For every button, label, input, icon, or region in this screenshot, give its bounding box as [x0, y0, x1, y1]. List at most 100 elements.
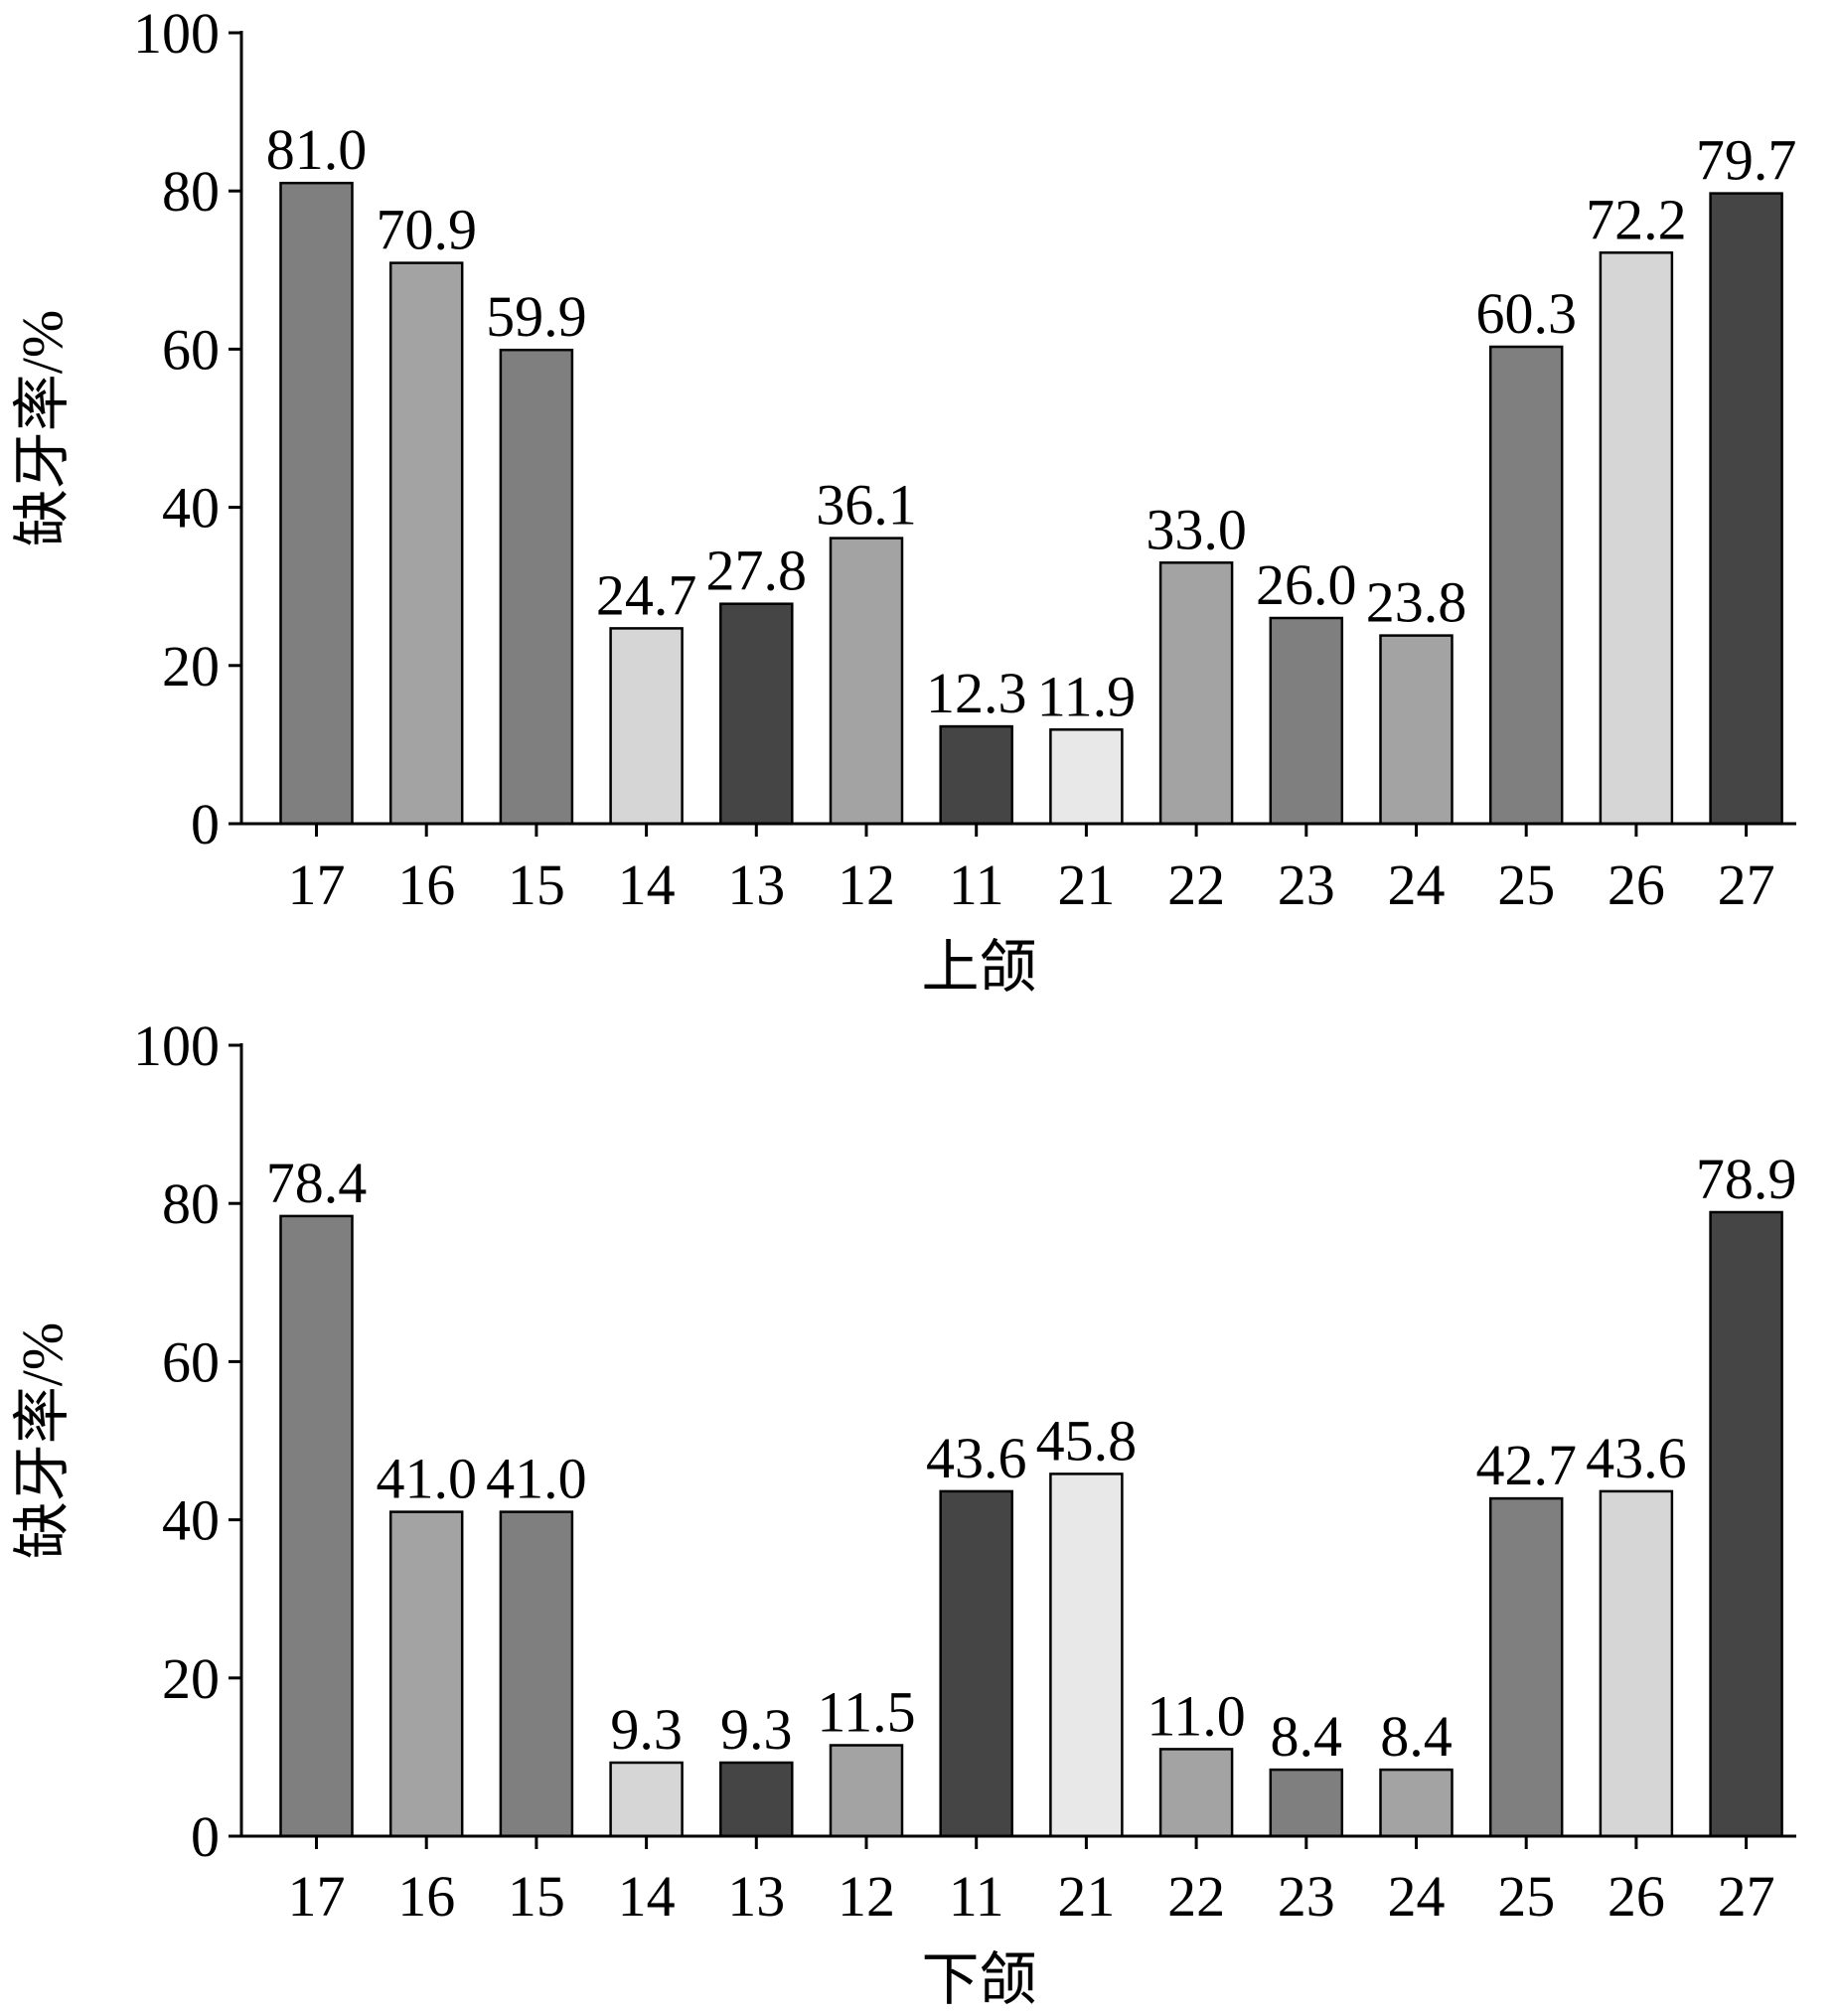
- bar-24: [1379, 1768, 1454, 1838]
- data-label-24: 8.4: [1380, 1704, 1453, 1769]
- bar-25: [1488, 1496, 1564, 1838]
- bar-15: [499, 348, 574, 826]
- y-tick-label: 100: [133, 1013, 220, 1078]
- x-tick-label: 11: [949, 853, 1004, 917]
- data-label-13: 9.3: [720, 1697, 793, 1762]
- bar-26: [1599, 251, 1674, 826]
- data-label-15: 59.9: [486, 284, 587, 349]
- bar-24: [1379, 634, 1454, 826]
- data-label-27: 79.7: [1696, 128, 1797, 193]
- bar-21: [1049, 728, 1124, 826]
- data-label-12: 36.1: [816, 473, 917, 538]
- data-label-14: 24.7: [596, 562, 697, 627]
- data-label-25: 42.7: [1475, 1433, 1577, 1497]
- bar-23: [1269, 616, 1344, 826]
- x-tick-label: 22: [1167, 853, 1225, 917]
- data-label-22: 33.0: [1146, 497, 1247, 561]
- x-tick-label: 22: [1167, 1864, 1225, 1929]
- x-tick-label: 17: [288, 1864, 346, 1929]
- x-tick-label: 24: [1388, 853, 1446, 917]
- bar-17: [279, 1214, 354, 1838]
- data-label-22: 11.0: [1147, 1683, 1245, 1748]
- bar-17: [279, 181, 354, 826]
- data-label-15: 41.0: [486, 1447, 587, 1511]
- bar-25: [1488, 345, 1564, 826]
- data-label-12: 11.5: [817, 1680, 915, 1745]
- data-label-26: 72.2: [1586, 187, 1687, 251]
- bar-27: [1709, 192, 1783, 826]
- data-label-27: 78.9: [1696, 1147, 1797, 1211]
- bar-14: [609, 1761, 684, 1838]
- bar-22: [1158, 561, 1234, 826]
- y-axis-title: 缺牙率/%: [10, 1322, 75, 1559]
- bar-27: [1709, 1210, 1783, 1838]
- x-tick-label: 26: [1608, 853, 1665, 917]
- x-tick-label: 27: [1718, 853, 1775, 917]
- bar-16: [388, 1510, 464, 1838]
- x-tick-label: 23: [1278, 853, 1335, 917]
- bar-26: [1599, 1489, 1674, 1838]
- data-label-17: 81.0: [266, 117, 368, 182]
- data-label-16: 41.0: [376, 1447, 477, 1511]
- bar-12: [829, 1744, 904, 1838]
- x-tick-label: 25: [1497, 853, 1555, 917]
- bar-22: [1158, 1748, 1234, 1838]
- data-label-17: 78.4: [266, 1151, 368, 1215]
- data-label-23: 8.4: [1271, 1704, 1343, 1769]
- bar-21: [1049, 1473, 1124, 1838]
- y-tick-label: 20: [162, 634, 220, 698]
- x-tick-label: 16: [397, 1864, 455, 1929]
- bar-13: [719, 602, 794, 826]
- y-tick-label: 80: [162, 159, 220, 224]
- bar-11: [939, 724, 1013, 826]
- y-tick-label: 100: [133, 1, 220, 66]
- x-tick-label: 25: [1497, 1864, 1555, 1929]
- x-tick-label: 26: [1608, 1864, 1665, 1929]
- y-tick-label: 0: [191, 1804, 220, 1869]
- y-tick-label: 60: [162, 1329, 220, 1394]
- data-label-26: 43.6: [1586, 1426, 1687, 1490]
- data-label-25: 60.3: [1475, 281, 1577, 346]
- y-tick-label: 0: [191, 792, 220, 856]
- bar-15: [499, 1510, 574, 1838]
- x-axis-title: 下颌: [921, 1947, 1036, 2011]
- y-axis-title: 缺牙率/%: [10, 310, 75, 546]
- bar-23: [1269, 1768, 1344, 1838]
- bar-14: [609, 627, 684, 826]
- x-axis-title: 上颌: [921, 935, 1036, 1000]
- x-tick-label: 21: [1057, 1864, 1115, 1929]
- x-tick-label: 14: [618, 853, 676, 917]
- chart-panel-2: 78.441.0 41.09.3 9.3 11.543.6 45.811.0 8.4 8.4…: [10, 1013, 1797, 2012]
- y-tick-label: 40: [162, 476, 220, 541]
- data-label-13: 27.8: [706, 539, 808, 603]
- y-tick-label: 80: [162, 1171, 220, 1236]
- data-label-24: 23.8: [1366, 570, 1467, 635]
- x-tick-label: 12: [838, 1864, 895, 1929]
- x-tick-label: 24: [1388, 1864, 1446, 1929]
- x-tick-label: 16: [397, 853, 455, 917]
- x-tick-label: 13: [727, 1864, 785, 1929]
- data-label-11: 43.6: [926, 1426, 1027, 1490]
- x-tick-label: 15: [508, 853, 565, 917]
- x-tick-label: 21: [1057, 853, 1115, 917]
- x-tick-label: 11: [949, 1864, 1004, 1929]
- data-label-21: 11.9: [1037, 664, 1136, 728]
- data-label-16: 70.9: [376, 198, 477, 262]
- y-tick-label: 40: [162, 1488, 220, 1553]
- y-tick-label: 60: [162, 317, 220, 382]
- x-tick-label: 13: [727, 853, 785, 917]
- data-label-14: 9.3: [610, 1697, 683, 1762]
- data-label-21: 45.8: [1036, 1408, 1138, 1473]
- y-tick-label: 20: [162, 1646, 220, 1711]
- bar-13: [719, 1761, 794, 1838]
- x-tick-label: 17: [288, 853, 346, 917]
- x-tick-label: 23: [1278, 1864, 1335, 1929]
- data-label-23: 26.0: [1256, 552, 1357, 617]
- bar-16: [388, 261, 464, 826]
- chart-panel-1: 81.070.959.9 24.7 27.836.1 12.3 11.9 33.026.0…: [10, 1, 1796, 1000]
- x-tick-label: 14: [618, 1864, 676, 1929]
- x-tick-label: 12: [838, 853, 895, 917]
- x-tick-label: 27: [1718, 1864, 1775, 1929]
